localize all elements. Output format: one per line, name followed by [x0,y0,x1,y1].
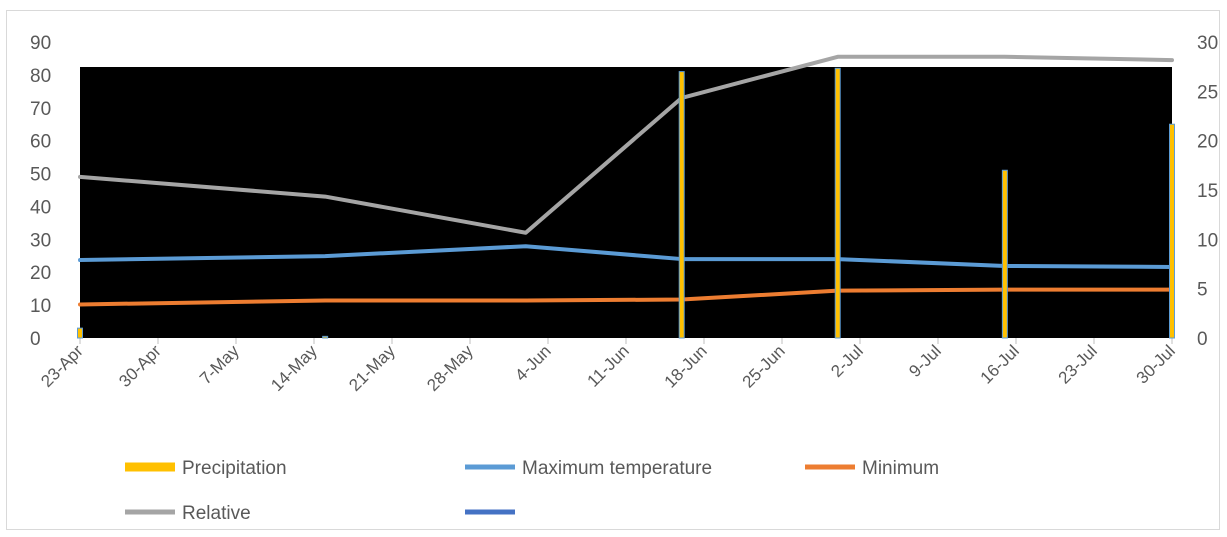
y-right-tick-label: 15 [1197,181,1218,202]
y-right-tick-label: 30 [1197,33,1218,54]
x-tick-label: 7-May [196,341,243,388]
x-tick-label: 9-Jul [905,341,944,380]
x-tick-label: 2-Jul [827,341,866,380]
y-left-tick-label: 90 [30,33,51,54]
precipitation-bar [1001,169,1008,339]
x-tick-label: 4-Jun [511,341,555,385]
x-tick-label: 14-May [267,341,321,395]
y-right-tick-label: 0 [1197,329,1208,350]
precipitation-bar [77,327,83,339]
y-left-tick-label: 20 [30,263,51,284]
precipitation-bar [834,67,841,339]
y-left-tick-label: 80 [30,66,51,87]
x-tick-label: 23-Apr [37,341,87,391]
plot-area [80,67,1172,338]
x-tick-label: 23-Jul [1055,341,1101,387]
y-right-tick-label: 10 [1197,230,1218,251]
legend-label: Precipitation [182,458,287,479]
x-tick-label: 11-Jun [584,341,633,390]
y-right-tick-label: 20 [1197,132,1218,153]
legend-label: Maximum temperature [522,458,712,479]
legend-label: Relative [182,503,251,524]
y-right-tick-label: 5 [1197,280,1208,301]
y-left-tick-label: 10 [30,296,51,317]
y-left-tick-label: 0 [30,329,41,350]
x-tick-label: 28-May [423,341,477,395]
y-left-tick-label: 50 [30,165,51,186]
y-right-tick-label: 25 [1197,82,1218,103]
y-left-tick-label: 70 [30,99,51,120]
precipitation-bar [678,71,685,339]
y-left-tick-label: 60 [30,132,51,153]
y-left-tick-label: 30 [30,230,51,251]
x-tick-label: 25-Jun [739,341,789,391]
x-tick-label: 21-May [345,341,399,395]
y-left-tick-label: 40 [30,197,51,218]
x-tick-label: 30-Jul [1133,341,1179,387]
precipitation-bar [322,335,329,339]
precipitation-bar [1169,123,1175,339]
x-tick-label: 16-Jul [977,341,1023,387]
legend-label: Minimum [862,458,939,479]
x-tick-label: 30-Apr [115,341,165,391]
x-tick-label: 18-Jun [661,341,711,391]
